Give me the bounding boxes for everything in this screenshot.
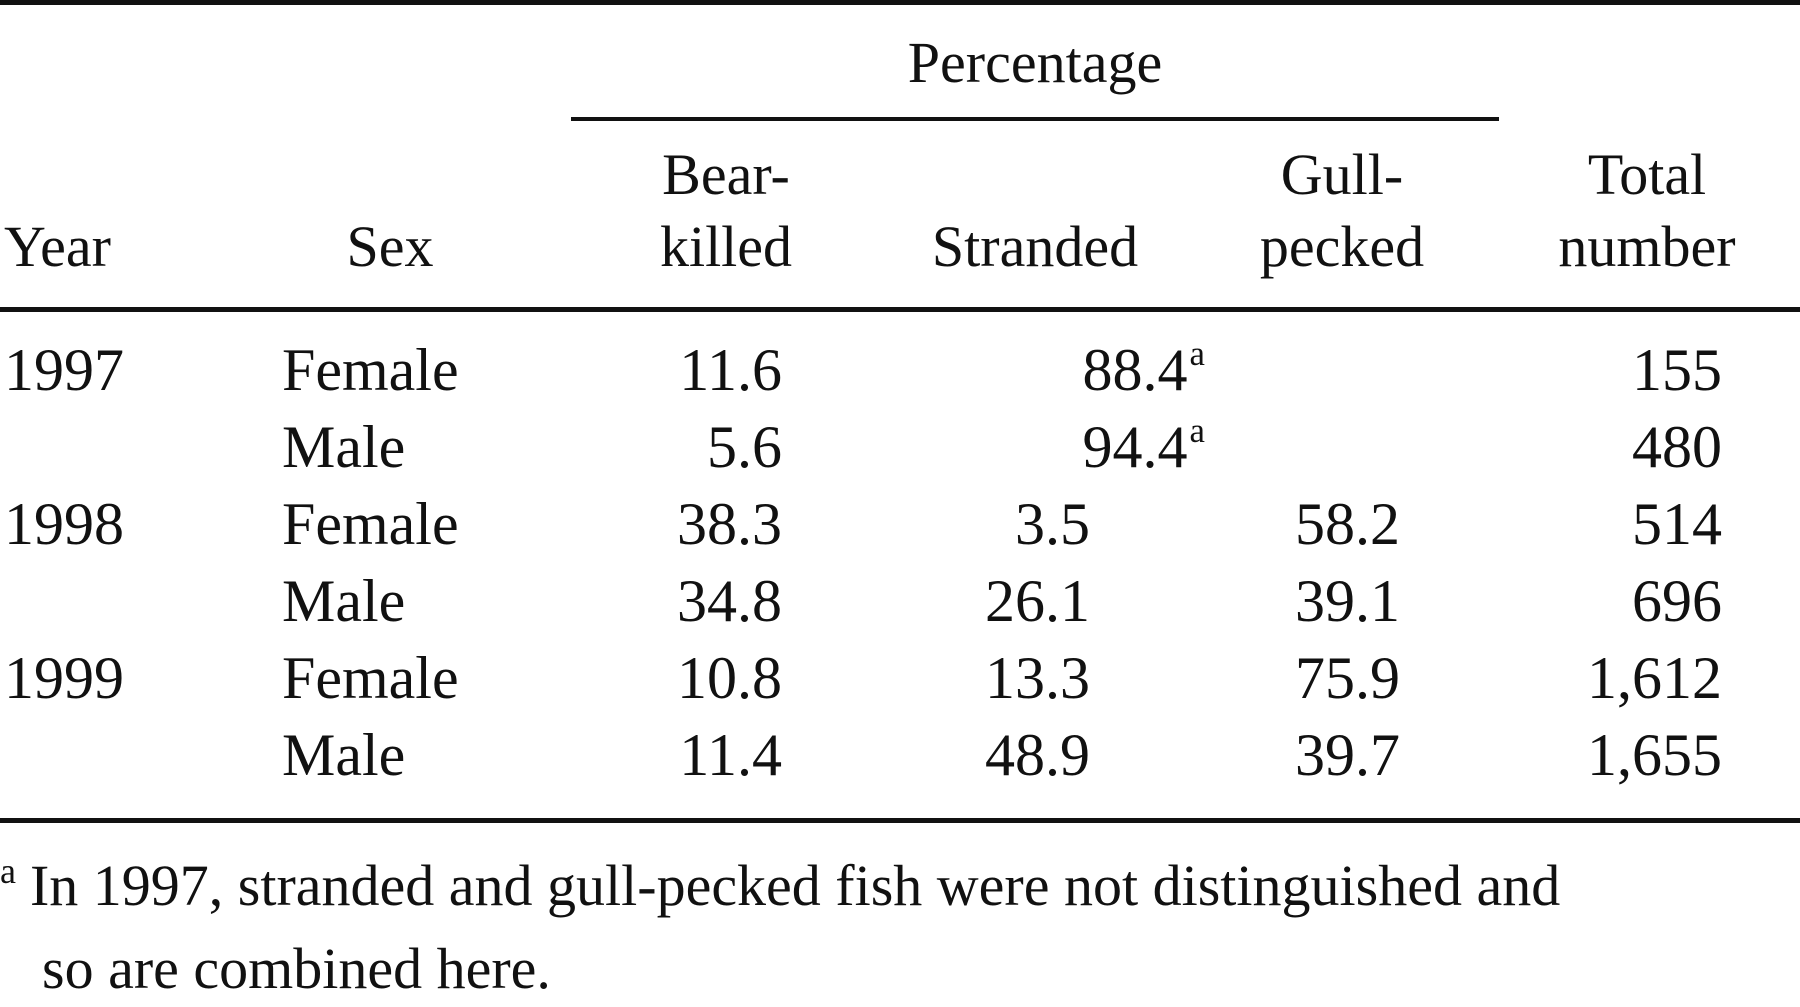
cell-year: 1997 <box>4 337 124 403</box>
footnote-mark: a <box>0 851 16 891</box>
cell-sex: Female <box>282 645 459 711</box>
table-footnote: a In 1997, stranded and gull-pecked fish … <box>0 848 1560 1007</box>
table-bottom-rule <box>0 818 1800 823</box>
cell-bear-killed: 11.4 <box>679 722 782 788</box>
cell-stranded: 13.3 <box>985 645 1090 711</box>
cell-sex: Male <box>282 414 406 480</box>
cell-sex: Male <box>282 722 406 788</box>
header-percentage: Percentage <box>907 30 1163 95</box>
cell-bear-killed: 10.8 <box>677 645 782 711</box>
cell-bear-killed: 11.6 <box>679 337 782 403</box>
cell-total: 1,655 <box>1587 722 1722 788</box>
cell-bear-killed: 34.8 <box>677 568 782 634</box>
header-year: Year <box>4 214 111 279</box>
header-total-line2: number <box>1558 214 1736 279</box>
footnote-mark: a <box>1189 333 1205 373</box>
cell-gull-pecked: 39.1 <box>1295 568 1400 634</box>
header-stranded: Stranded <box>931 214 1139 279</box>
footnote-mark: a <box>1189 410 1205 450</box>
cell-sex: Male <box>282 568 406 634</box>
cell-stranded: 48.9 <box>985 722 1090 788</box>
cell-gull-pecked: 75.9 <box>1295 645 1400 711</box>
cell-total: 155 <box>1632 337 1722 403</box>
cell-total: 1,612 <box>1587 645 1722 711</box>
percentage-span-rule <box>571 117 1499 121</box>
cell-bear-killed: 5.6 <box>707 414 782 480</box>
header-sex: Sex <box>346 214 434 279</box>
cell-gull-pecked: 39.7 <box>1295 722 1400 788</box>
cell-year: 1999 <box>4 645 124 711</box>
cell-bear-killed: 38.3 <box>677 491 782 557</box>
cell-stranded: 26.1 <box>985 568 1090 634</box>
cell-stranded-gull-combined: 94.4a <box>1082 410 1205 480</box>
header-gull-pecked-line2: pecked <box>1259 214 1425 279</box>
header-bear-killed-line1: Bear- <box>662 142 790 207</box>
footnote-text-line1: In 1997, stranded and gull-pecked fish w… <box>29 853 1561 918</box>
cell-total: 480 <box>1632 414 1722 480</box>
header-bear-killed-line2: killed <box>659 214 793 279</box>
cell-sex: Female <box>282 337 459 403</box>
cell-sex: Female <box>282 491 459 557</box>
cell-stranded-gull-combined: 88.4a <box>1082 333 1205 403</box>
cell-stranded: 3.5 <box>1015 491 1090 557</box>
header-bottom-rule <box>0 307 1800 312</box>
cell-total: 514 <box>1632 491 1722 557</box>
cell-year: 1998 <box>4 491 124 557</box>
table-top-rule <box>0 0 1800 5</box>
header-gull-pecked-line1: Gull- <box>1280 142 1404 207</box>
header-total-line1: Total <box>1587 142 1707 207</box>
cell-gull-pecked: 58.2 <box>1295 491 1400 557</box>
footnote-text-line2: so are combined here. <box>42 936 551 1001</box>
cell-total: 696 <box>1632 568 1722 634</box>
